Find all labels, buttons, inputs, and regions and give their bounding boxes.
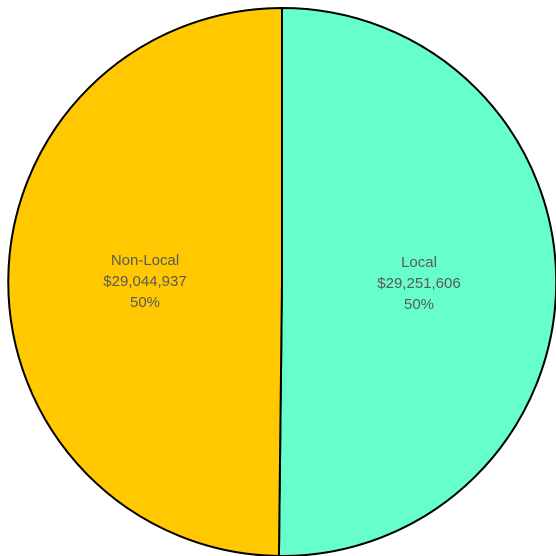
pie-label-value-non-local: $29,044,937: [103, 273, 186, 290]
pie-label-percent-non-local: 50%: [130, 294, 160, 311]
pie-label-category-local: Local: [401, 254, 437, 271]
pie-slice-local: [277, 7, 556, 556]
pie-label-value-local: $29,251,606: [377, 275, 460, 292]
pie-labels: Local $29,251,606 50% Non-Local $29,044,937 5…: [103, 252, 460, 313]
pie-slices: [7, 7, 556, 556]
pie-label-category-non-local: Non-Local: [111, 252, 179, 269]
pie-slice-non-local: [7, 7, 283, 556]
pie-label-percent-local: 50%: [404, 296, 434, 313]
